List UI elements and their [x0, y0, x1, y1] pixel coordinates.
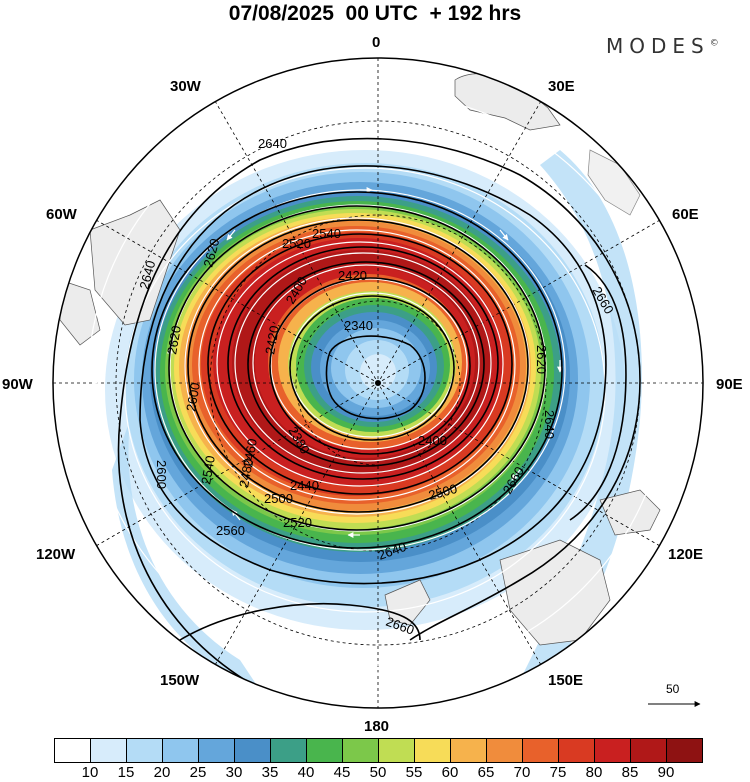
contour-label: 2640 — [136, 259, 158, 291]
colorbar-bin — [126, 738, 163, 763]
contour-label: 2640 — [542, 410, 557, 439]
colorbar-bin — [54, 738, 91, 763]
height-contours — [117, 137, 641, 681]
contour-label: 2540 — [198, 454, 218, 485]
lon-label-0: 0 — [372, 34, 381, 51]
colorbar-bin — [558, 738, 595, 763]
brand-logo: MODES© — [606, 34, 719, 58]
contour-label: 2480 — [236, 457, 256, 488]
colorbar-tick-label: 40 — [297, 764, 315, 781]
colorbar-bin — [234, 738, 271, 763]
contour-label: 2400 — [418, 433, 447, 448]
vector-reference-arrow — [648, 701, 701, 707]
contour-label: 2520 — [282, 236, 311, 251]
colorbar-bin — [90, 738, 127, 763]
colorbar-bin — [486, 738, 523, 763]
lon-label-150w: 150W — [160, 672, 200, 689]
contour-label: 2620 — [200, 237, 222, 269]
colorbar-bin — [630, 738, 667, 763]
lon-label-120w: 120W — [36, 546, 76, 563]
lon-label-60e: 60E — [672, 206, 699, 223]
colorbar-tick-label: 30 — [225, 764, 243, 781]
colorbar-tick-label: 75 — [549, 764, 567, 781]
colorbar-tick-label: 55 — [405, 764, 423, 781]
contour-label: 2540 — [312, 226, 341, 241]
contour-label: 2420 — [262, 324, 282, 355]
colorbar-tick-label: 70 — [513, 764, 531, 781]
map-title: 07/08/2025 00 UTC + 192 hrs — [228, 2, 522, 25]
contour-label: 2600 — [183, 381, 203, 412]
colorbar — [54, 738, 703, 763]
colorbar-tick-label: 80 — [585, 764, 603, 781]
colorbar-bin — [306, 738, 343, 763]
colorbar-tick-label: 65 — [477, 764, 495, 781]
wind-streamlines — [87, 92, 669, 674]
colorbar-tick-label: 90 — [657, 764, 675, 781]
contour-label: 2500 — [427, 481, 459, 503]
colorbar-tick-label: 85 — [621, 764, 639, 781]
lon-label-30e: 30E — [548, 78, 575, 95]
vector-reference-label: 50 — [666, 682, 680, 696]
colorbar-tick-label: 60 — [441, 764, 459, 781]
map-boundary — [52, 57, 704, 709]
colorbar-bin — [594, 738, 631, 763]
contour-label: 2620 — [164, 324, 184, 355]
colorbar-tick-label: 35 — [261, 764, 279, 781]
contour-label: 2560 — [216, 523, 245, 538]
lon-label-30w: 30W — [170, 78, 201, 95]
contour-label: 2640 — [258, 136, 287, 151]
colorbar-bin — [270, 738, 307, 763]
contour-label: 2520 — [283, 515, 312, 530]
lon-label-150e: 150E — [548, 672, 584, 689]
colorbar-tick-label: 15 — [117, 764, 135, 781]
land-masses — [59, 73, 661, 646]
lon-label-120e: 120E — [668, 546, 704, 563]
colorbar-bin — [162, 738, 199, 763]
contour-label: 2600 — [154, 460, 169, 489]
colorbar-bin — [522, 738, 559, 763]
contour-label: 2440 — [290, 478, 319, 493]
copyright-mark: © — [709, 38, 719, 49]
colorbar-bin — [342, 738, 379, 763]
brand-text: MODES — [606, 34, 710, 58]
contour-label: 2500 — [264, 491, 293, 506]
colorbar-bin — [666, 738, 703, 763]
colorbar-tick-label: 20 — [153, 764, 171, 781]
colorbar-tick-label: 45 — [333, 764, 351, 781]
colorbar-tick-label: 25 — [189, 764, 207, 781]
colorbar-tick-label: 50 — [369, 764, 387, 781]
colorbar-bin — [450, 738, 487, 763]
lon-label-60w: 60W — [46, 206, 77, 223]
contour-label: 2340 — [344, 318, 373, 333]
colorbar-bin — [414, 738, 451, 763]
colorbar-bin — [198, 738, 235, 763]
contour-label: 2420 — [338, 268, 367, 283]
lon-label-180: 180 — [364, 718, 390, 735]
colorbar-bin — [378, 738, 415, 763]
contour-label: 2460 — [240, 437, 260, 468]
south-pole-marker — [375, 380, 381, 386]
colorbar-tick-label: 10 — [81, 764, 99, 781]
contour-label: 2620 — [534, 345, 549, 374]
lon-label-90e: 90E — [716, 376, 743, 393]
lon-label-90w: 90W — [2, 376, 33, 393]
